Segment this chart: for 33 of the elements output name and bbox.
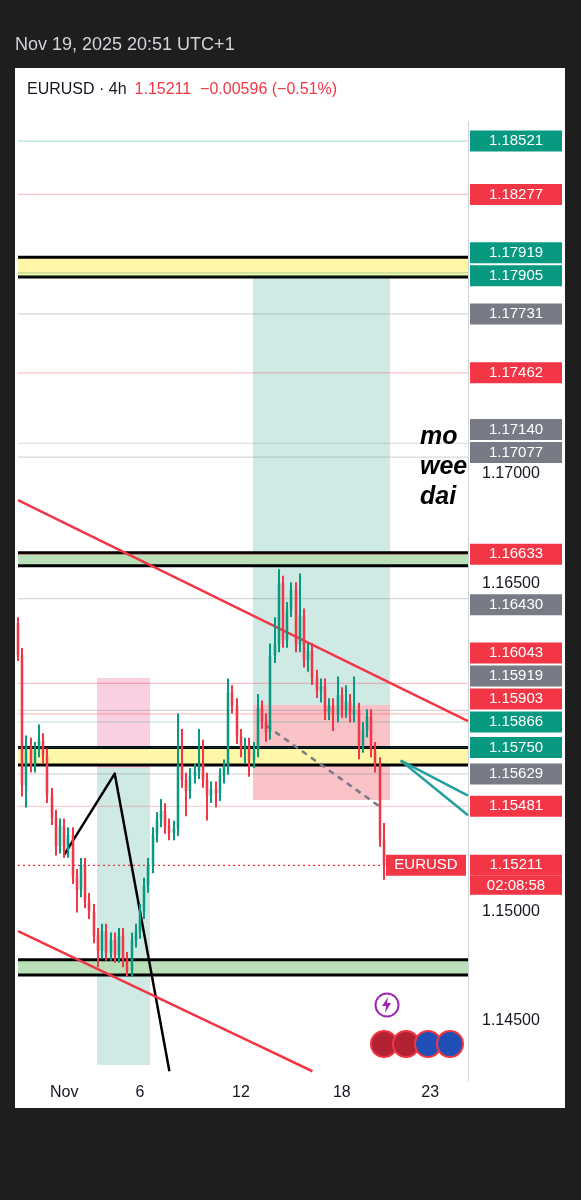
ref-line-label: 1.18521 [488,131,544,149]
annotation: mo wee dai [420,420,468,510]
ref-line-label: 1.17140 [488,419,544,437]
annotation: EURUSD [394,855,458,873]
x-tick-label: 6 [135,1083,145,1101]
ref-line-label: 1.17462 [488,362,544,380]
ref-line-label: 1.16430 [488,594,544,612]
ref-line-label: 1.15481 [488,796,544,814]
chart-title: EURUSD · 4h [27,80,127,97]
chart-subtitle: 1.15211 −0.00596 (−0.51%) [134,80,338,97]
ref-line-label: 1.17731 [488,304,544,322]
x-tick-label: 18 [332,1083,351,1101]
y-tick-label: 1.17000 [482,464,540,482]
ref-line-label: 1.15903 [488,689,544,707]
y-tick-label: 1.15000 [482,901,540,919]
ref-line-label: 1.16633 [488,544,544,562]
y-tick-label: 1.16500 [482,573,540,591]
ref-line-label: 1.15866 [488,712,544,730]
x-tick-label: 23 [421,1083,440,1101]
ref-line-label: 1.17919 [488,243,544,260]
ref-line-label: 1.15629 [488,764,544,782]
y-tick-label: 1.14500 [482,1011,540,1029]
ref-line-label: 1.17077 [488,442,544,460]
text: 02:08:58 [486,876,546,894]
ref-line-label: 1.16043 [488,643,544,661]
x-tick-label: 12 [232,1083,250,1101]
ref-line-label: 1.18277 [488,184,544,202]
ref-line-label: 1.15211 [489,855,543,873]
ref-line-label: 1.15750 [488,737,544,755]
text: Nov 19, 2025 20:51 UTC+1 [15,34,235,55]
ref-line-label: 1.17905 [488,266,544,283]
ref-line-label: 1.15919 [488,666,544,684]
x-tick-label: Nov [50,1083,79,1101]
